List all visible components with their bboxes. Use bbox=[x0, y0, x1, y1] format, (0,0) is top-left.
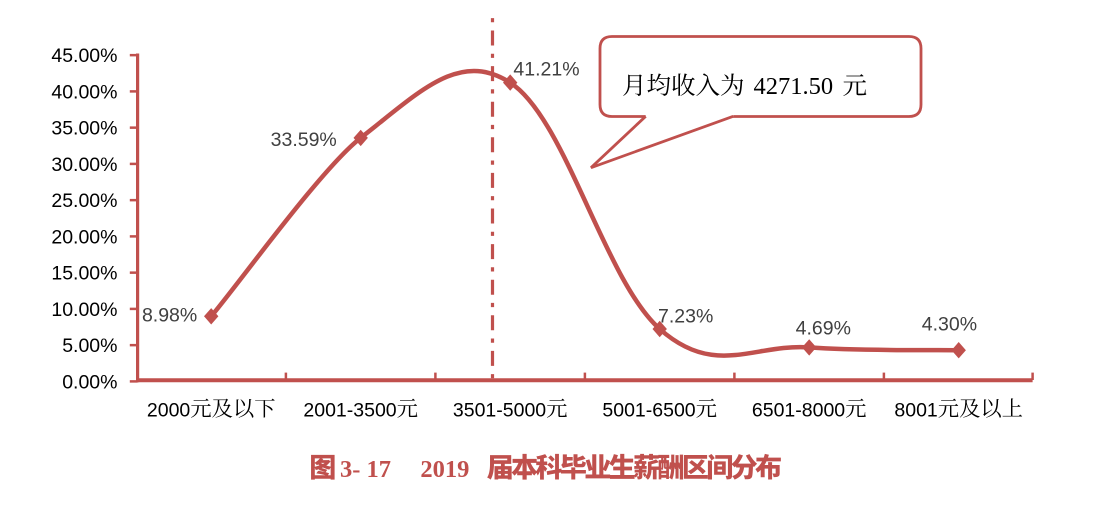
svg-text:6501-8000: 6501-8000 bbox=[752, 400, 845, 422]
svg-text:40.00%: 40.00% bbox=[51, 81, 117, 103]
svg-text:30.00%: 30.00% bbox=[51, 154, 117, 176]
svg-text:35.00%: 35.00% bbox=[51, 118, 117, 140]
svg-text:2001-3500: 2001-3500 bbox=[303, 400, 396, 422]
svg-text:0.00%: 0.00% bbox=[62, 371, 117, 393]
svg-text:25.00%: 25.00% bbox=[51, 190, 117, 212]
svg-text:33.59%: 33.59% bbox=[271, 129, 337, 151]
svg-text:2000: 2000 bbox=[147, 400, 191, 422]
svg-text:8001: 8001 bbox=[894, 400, 937, 422]
svg-text:15.00%: 15.00% bbox=[51, 263, 117, 285]
svg-text:10.00%: 10.00% bbox=[51, 299, 117, 321]
svg-text:8.98%: 8.98% bbox=[142, 304, 197, 326]
svg-text:4.69%: 4.69% bbox=[796, 318, 851, 340]
svg-text:5001-6500: 5001-6500 bbox=[602, 400, 695, 422]
svg-text:20.00%: 20.00% bbox=[51, 226, 117, 248]
svg-text:2019: 2019 bbox=[420, 456, 469, 483]
svg-text:4271.50: 4271.50 bbox=[754, 73, 834, 100]
svg-text:7.23%: 7.23% bbox=[658, 306, 713, 328]
svg-text:45.00%: 45.00% bbox=[51, 45, 117, 67]
svg-text:41.21%: 41.21% bbox=[513, 58, 579, 80]
svg-text:5.00%: 5.00% bbox=[62, 335, 117, 357]
svg-text:4.30%: 4.30% bbox=[922, 314, 977, 336]
svg-text:3501-5000: 3501-5000 bbox=[453, 400, 546, 422]
svg-text:3- 17: 3- 17 bbox=[340, 456, 391, 483]
